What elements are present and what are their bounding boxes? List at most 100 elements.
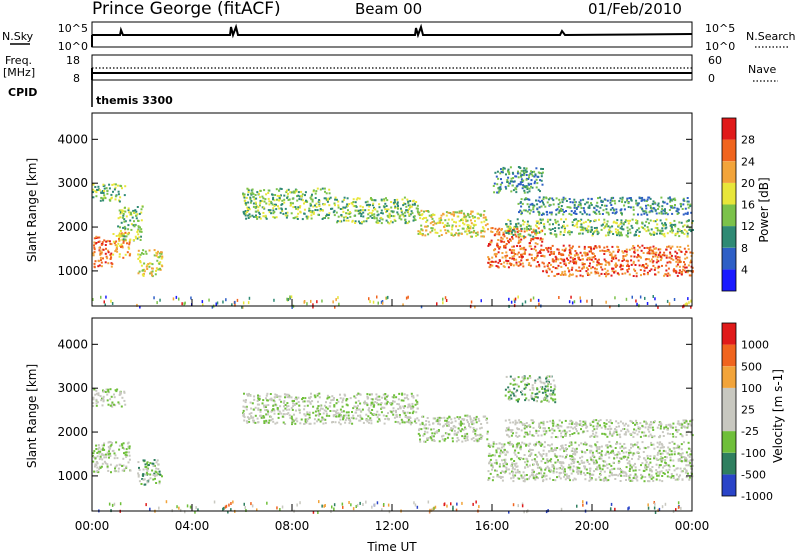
velocity-echo-cell bbox=[138, 468, 141, 471]
power-echo-cell bbox=[270, 212, 273, 215]
velocity-echo-cell bbox=[283, 413, 286, 416]
velocity-echo-cell bbox=[492, 476, 495, 479]
power-echo-cell bbox=[312, 189, 315, 192]
power-echo-cell bbox=[528, 174, 531, 177]
power-echo-cell bbox=[665, 212, 668, 214]
velocity-echo-cell bbox=[476, 434, 479, 437]
power-echo-cell bbox=[420, 224, 423, 227]
power-echo-cell bbox=[683, 269, 686, 272]
velocity-echo-cell bbox=[288, 396, 291, 399]
power-echo-cell bbox=[285, 216, 288, 219]
power-echo-cell bbox=[315, 205, 318, 208]
velocity-echo-cell bbox=[566, 453, 568, 456]
velocity-echo-cell bbox=[554, 449, 557, 452]
velocity-echo-cell bbox=[128, 447, 131, 450]
velocity-echo-cell bbox=[317, 418, 320, 421]
velocity-echo-cell bbox=[554, 461, 557, 464]
power-echo-cell bbox=[317, 213, 320, 216]
velocity-echo-cell bbox=[605, 478, 608, 481]
velocity-echo-cell bbox=[609, 419, 612, 422]
velocity-echo-cell bbox=[542, 430, 545, 433]
power-echo-cell bbox=[556, 273, 559, 276]
power-echo-cell bbox=[314, 192, 317, 195]
power-echo-cell bbox=[125, 215, 128, 218]
velocity-echo-cell bbox=[161, 475, 163, 478]
velocity-echo-cell bbox=[580, 450, 583, 452]
power-echo-cell bbox=[250, 193, 253, 196]
power-echo-cell bbox=[579, 296, 581, 300]
power-echo-cell bbox=[498, 247, 501, 250]
velocity-echo-cell bbox=[653, 457, 656, 460]
power-echo-cell bbox=[574, 218, 577, 221]
power-echo-cell bbox=[525, 174, 528, 176]
velocity-echo-cell bbox=[423, 424, 426, 427]
power-echo-cell bbox=[578, 266, 581, 269]
power-echo-cell bbox=[658, 212, 661, 215]
power-echo-cell bbox=[524, 300, 527, 304]
power-echo-cell bbox=[655, 261, 658, 264]
power-echo-cell bbox=[646, 226, 649, 229]
velocity-echo-cell bbox=[344, 394, 347, 397]
velocity-echo-cell bbox=[662, 472, 665, 474]
velocity-echo-cell bbox=[668, 453, 671, 456]
power-echo-cell bbox=[251, 214, 254, 217]
power-echo-cell bbox=[316, 187, 319, 190]
power-echo-cell bbox=[686, 256, 689, 259]
power-echo-cell bbox=[687, 264, 690, 267]
velocity-echo-cell bbox=[668, 449, 671, 452]
power-echo-cell bbox=[115, 235, 118, 237]
velocity-echo-cell bbox=[305, 421, 308, 424]
power-echo-cell bbox=[617, 250, 620, 253]
velocity-echo-cell bbox=[274, 422, 277, 425]
power-echo-cell bbox=[150, 271, 153, 274]
power-echo-cell bbox=[298, 195, 301, 198]
power-echo-cell bbox=[517, 222, 520, 225]
velocity-echo-cell bbox=[504, 458, 507, 461]
power-echo-cell bbox=[657, 271, 660, 274]
velocity-echo-cell bbox=[392, 407, 395, 410]
power-echo-cell bbox=[506, 262, 509, 265]
velocity-echo-cell bbox=[383, 406, 386, 409]
power-echo-cell bbox=[339, 208, 342, 210]
velocity-echo-cell bbox=[107, 453, 110, 456]
power-echo-cell bbox=[386, 214, 389, 217]
power-echo-cell bbox=[528, 262, 531, 265]
velocity-echo-cell bbox=[584, 478, 587, 481]
power-echo-cell bbox=[661, 264, 663, 267]
power-echo-cell bbox=[583, 265, 585, 268]
power-echo-cell bbox=[680, 230, 683, 232]
power-echo-cell bbox=[108, 183, 111, 186]
velocity-echo-cell bbox=[584, 442, 587, 445]
velocity-echo-cell bbox=[433, 432, 436, 435]
velocity-echo-cell bbox=[146, 470, 149, 472]
power-echo-cell bbox=[568, 300, 571, 304]
power-echo-cell bbox=[243, 196, 246, 199]
power-echo-cell bbox=[670, 226, 673, 229]
velocity-echo-cell bbox=[475, 438, 478, 441]
velocity-echo-cell bbox=[590, 473, 593, 476]
power-echo-cell bbox=[462, 222, 464, 225]
velocity-echo-cell bbox=[634, 466, 637, 469]
power-echo-cell bbox=[678, 269, 681, 272]
velocity-echo-cell bbox=[624, 446, 627, 449]
velocity-echo-cell bbox=[376, 416, 379, 419]
velocity-echo-cell bbox=[257, 407, 260, 410]
velocity-echo-cell bbox=[568, 445, 571, 448]
power-echo-cell bbox=[500, 168, 502, 171]
power-echo-cell bbox=[581, 263, 584, 266]
power-echo-cell bbox=[587, 274, 589, 276]
power-echo-cell bbox=[529, 234, 532, 237]
velocity-echo-cell bbox=[321, 407, 324, 410]
power-echo-cell bbox=[646, 246, 649, 249]
power-echo-cell bbox=[159, 298, 161, 302]
power-echo-cell bbox=[353, 214, 356, 217]
velocity-echo-cell bbox=[127, 445, 130, 448]
velocity-echo-cell bbox=[686, 426, 689, 429]
velocity-echo-cell bbox=[511, 471, 514, 474]
power-echo-cell bbox=[123, 220, 126, 223]
power-echo-cell bbox=[580, 226, 583, 229]
power-echo-cell bbox=[417, 232, 420, 235]
power-echo-cell bbox=[93, 244, 95, 247]
power-echo-cell bbox=[282, 212, 285, 215]
velocity-echo-cell bbox=[111, 405, 114, 408]
